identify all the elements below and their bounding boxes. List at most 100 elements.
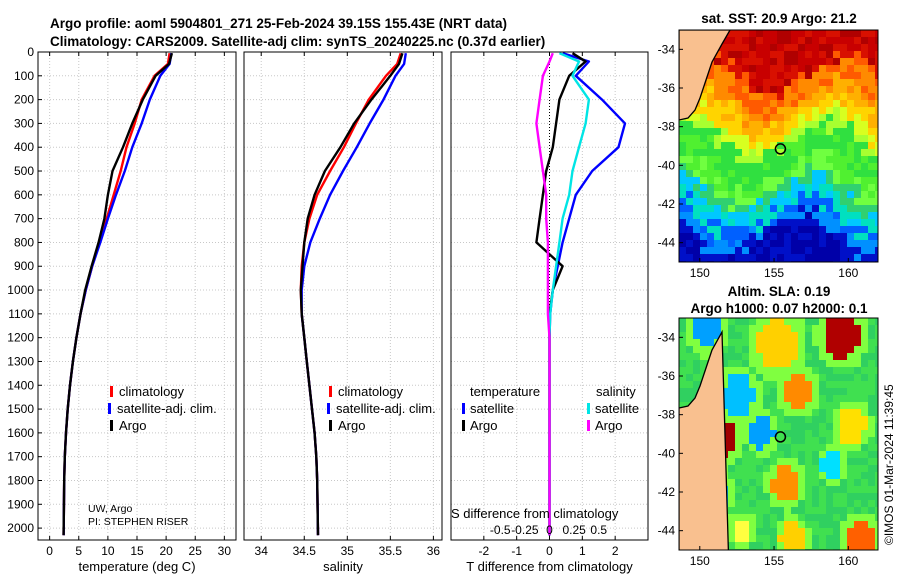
map-cell (840, 395, 847, 402)
map-cell (756, 458, 763, 465)
map-cell (861, 423, 868, 430)
map-cell (735, 465, 742, 472)
map-cell (777, 528, 784, 535)
map-cell (868, 528, 875, 535)
map-cell (784, 163, 791, 170)
map-cell (763, 121, 770, 128)
map-x-tick-label: 150 (690, 266, 710, 280)
map-cell (784, 325, 791, 332)
map-cell (728, 247, 735, 254)
x-tick-label: 10 (101, 544, 115, 558)
map-cell (770, 51, 777, 58)
map-cell (721, 135, 728, 142)
map-cell (735, 402, 742, 409)
map-cell (847, 198, 854, 205)
map-cell (791, 367, 798, 374)
map-cell (805, 521, 812, 528)
map-cell (777, 318, 784, 325)
map-cell (721, 219, 728, 226)
map-cell (742, 128, 749, 135)
map-cell (819, 233, 826, 240)
map-cell (812, 177, 819, 184)
map-cell (714, 233, 721, 240)
map-cell (770, 353, 777, 360)
map-cell (693, 219, 700, 226)
map-cells (679, 30, 878, 262)
map-cell (826, 374, 833, 381)
map-cell (798, 367, 805, 374)
map-cell (742, 254, 749, 261)
map-cell (826, 114, 833, 121)
map-cell (777, 149, 784, 156)
map-cell (861, 128, 868, 135)
map-cell (819, 514, 826, 521)
map-cell (819, 360, 826, 367)
map-cell (819, 528, 826, 535)
map-cell (854, 219, 861, 226)
map-cell (686, 121, 693, 128)
map-cell (819, 374, 826, 381)
map-cell (861, 142, 868, 149)
map-cell (847, 472, 854, 479)
map-cell (791, 233, 798, 240)
map-cell (777, 486, 784, 493)
map-cell (847, 107, 854, 114)
map-cell (728, 135, 735, 142)
map-cell (840, 79, 847, 86)
map-cell (812, 423, 819, 430)
map-cell (805, 416, 812, 423)
map-cell (693, 346, 700, 353)
map-cell (854, 458, 861, 465)
map-cell (791, 170, 798, 177)
map-cell (735, 325, 742, 332)
map-cell (868, 374, 875, 381)
map-cell (777, 346, 784, 353)
map-cell (840, 135, 847, 142)
map-cell (777, 142, 784, 149)
map-cell (854, 240, 861, 247)
map-cell (693, 128, 700, 135)
map-cell (707, 86, 714, 93)
map-cell (868, 409, 875, 416)
map-cell (819, 346, 826, 353)
map-cell (784, 30, 791, 37)
map-cell (840, 240, 847, 247)
map-cell (679, 156, 686, 163)
map-cell (833, 423, 840, 430)
map-cell (770, 423, 777, 430)
map-cell (742, 226, 749, 233)
map-cell (868, 353, 875, 360)
map-cell (847, 318, 854, 325)
map-cell (868, 86, 875, 93)
map-cell (868, 423, 875, 430)
map-cell (700, 346, 707, 353)
map-cell (784, 507, 791, 514)
x-top-tick-label: -0.25 (511, 523, 539, 537)
map-cell (791, 191, 798, 198)
map-cell (791, 472, 798, 479)
map-cell (784, 479, 791, 486)
y-tick-label: 1300 (7, 354, 34, 368)
map-cell (868, 465, 875, 472)
map-cell (819, 339, 826, 346)
map-cell (854, 142, 861, 149)
map-cell (833, 121, 840, 128)
map-cell (735, 493, 742, 500)
map-cell (847, 458, 854, 465)
map-cell (791, 121, 798, 128)
map-cell (770, 444, 777, 451)
map-cell (784, 514, 791, 521)
map-cell (805, 219, 812, 226)
legend-swatch-climatology (329, 386, 332, 397)
map-cell (798, 339, 805, 346)
map-cell (791, 416, 798, 423)
map-cell (861, 472, 868, 479)
map-cell (686, 395, 693, 402)
map-cell (756, 514, 763, 521)
map-cell (749, 93, 756, 100)
map-cell (861, 156, 868, 163)
map-cell (798, 479, 805, 486)
map-cell (728, 360, 735, 367)
map-cell (819, 388, 826, 395)
map-cell (749, 100, 756, 107)
